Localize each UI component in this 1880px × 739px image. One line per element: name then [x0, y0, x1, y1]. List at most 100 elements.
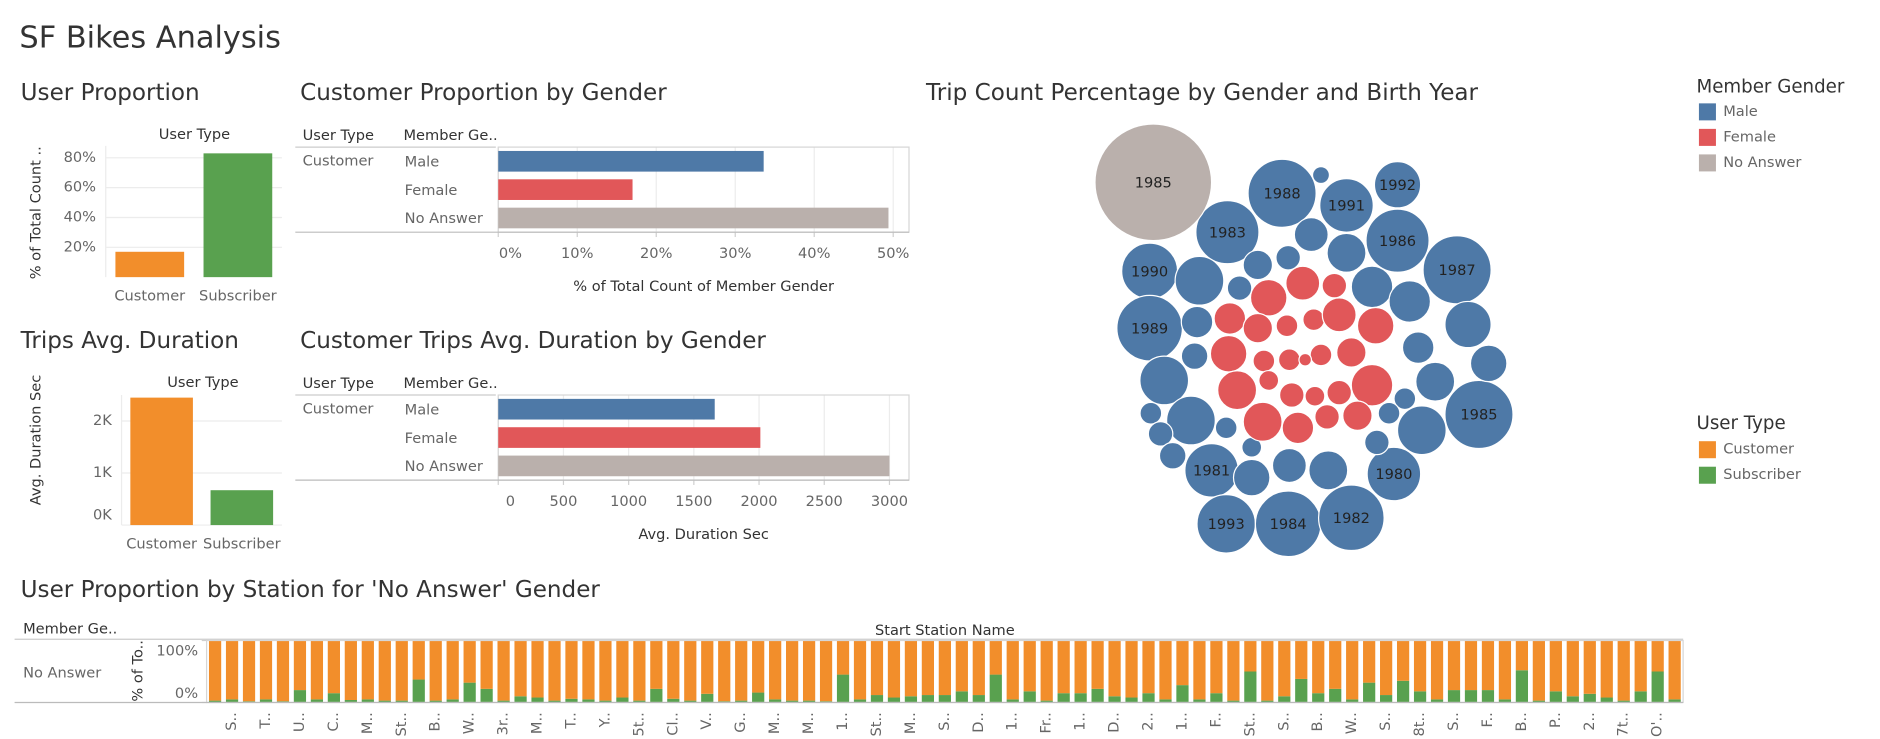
bubble — [1350, 363, 1394, 407]
bubble-label: 1990 — [1131, 263, 1168, 280]
bar-segment — [1447, 640, 1461, 691]
x-tick-label: 3r.. — [495, 712, 512, 735]
bar-segment — [1583, 693, 1596, 703]
bar-segment — [1532, 700, 1545, 703]
bar-segment — [582, 640, 595, 700]
bubble — [1180, 305, 1214, 339]
x-tick-label: B.. — [1309, 712, 1326, 731]
bubble — [1277, 348, 1301, 372]
bar-segment — [667, 698, 680, 703]
bar-segment — [1481, 690, 1495, 703]
bar-segment — [548, 700, 561, 703]
bubble — [1278, 382, 1305, 408]
bar-segment — [1278, 696, 1291, 703]
y-axis-label: % of To.. — [130, 640, 147, 702]
bar-segment — [1176, 640, 1189, 686]
y-tick-label: 80% — [64, 149, 97, 166]
x-tick-label: B.. — [1513, 712, 1530, 731]
bar-segment — [887, 697, 901, 703]
x-tick-label: P.. — [1547, 712, 1564, 728]
chart-title: User Proportion by Station for 'No Answe… — [21, 577, 601, 603]
bar-segment — [802, 700, 816, 703]
y-axis-label: % of Total Count .. — [27, 146, 44, 279]
x-tick-label: 10% — [561, 245, 594, 262]
bar-segment — [480, 688, 493, 703]
bar-segment — [361, 699, 374, 703]
bar-segment — [1464, 690, 1478, 703]
bar-segment — [1057, 640, 1070, 694]
bar-segment — [242, 640, 256, 702]
bar-segment — [361, 640, 374, 700]
bar-segment — [718, 701, 731, 703]
bar-segment — [955, 691, 968, 703]
column-header: Member Ge.. — [403, 375, 497, 392]
bar-segment — [921, 640, 934, 696]
x-tick-label: F.. — [1207, 712, 1224, 727]
bar-segment — [1583, 640, 1596, 694]
bubble — [1326, 232, 1367, 273]
bar-segment — [497, 700, 510, 703]
bar-segment — [667, 640, 680, 699]
bubble-label: 1980 — [1375, 466, 1412, 483]
x-tick-label: 1000 — [610, 493, 647, 510]
dashboard-title: SF Bikes Analysis — [19, 20, 281, 55]
y-tick-label: 20% — [64, 238, 97, 255]
y-axis-label: Avg. Duration Sec — [27, 375, 44, 505]
bar-segment — [599, 700, 612, 703]
bar-segment — [1142, 693, 1155, 703]
bubble — [1364, 429, 1390, 456]
row-label: Male — [405, 154, 440, 171]
bubble — [1252, 349, 1276, 373]
bubble — [1232, 458, 1271, 497]
bar-segment — [1108, 696, 1121, 703]
bar — [498, 150, 764, 172]
bubble-label: 1991 — [1328, 198, 1365, 215]
legend-swatch — [1698, 103, 1716, 121]
bar-segment — [1532, 640, 1545, 701]
x-tick-label: 2.. — [1140, 712, 1157, 731]
bar-segment — [1329, 640, 1342, 689]
bar-segment — [1651, 640, 1664, 672]
bar-segment — [514, 696, 527, 703]
bubble — [1302, 308, 1326, 332]
bubble — [1271, 447, 1307, 484]
bar-segment — [1634, 640, 1647, 692]
bar — [130, 397, 193, 526]
bar-segment — [1329, 688, 1342, 703]
x-tick-label: Subscriber — [203, 535, 281, 552]
bar-segment — [208, 640, 222, 701]
bar-segment — [633, 700, 646, 703]
bar-segment — [242, 701, 256, 703]
bubble — [1309, 343, 1333, 367]
x-axis-label: % of Total Count of Member Gender — [573, 278, 834, 295]
bubble — [1304, 385, 1326, 407]
bar-segment — [1668, 699, 1681, 703]
x-tick-label: 8t.. — [1411, 712, 1428, 736]
bar-segment — [904, 640, 918, 697]
bar-segment — [1668, 640, 1681, 700]
bar-segment — [1091, 688, 1104, 703]
bar-segment — [972, 695, 985, 703]
x-tick-label: 30% — [719, 245, 752, 262]
row-label: Female — [405, 430, 458, 447]
bar-segment — [1142, 640, 1155, 694]
bar-segment — [1464, 640, 1478, 691]
x-tick-label: 20% — [640, 245, 673, 262]
bar-segment — [1295, 640, 1308, 679]
bar-segment — [327, 640, 340, 694]
bar-segment — [650, 688, 663, 703]
bar-segment — [1600, 640, 1613, 698]
bar-segment — [1413, 640, 1427, 692]
x-tick-label: S.. — [223, 712, 240, 731]
x-tick-label: M.. — [359, 712, 376, 734]
bubble — [1469, 344, 1508, 383]
legend-label: Male — [1723, 103, 1758, 120]
bar-segment — [752, 692, 765, 703]
bubble — [1174, 255, 1225, 306]
bar-segment — [463, 640, 476, 683]
bar-segment — [955, 640, 968, 692]
bar-segment — [819, 701, 833, 703]
bar-segment — [378, 700, 391, 703]
x-tick-label: S.. — [936, 712, 953, 731]
